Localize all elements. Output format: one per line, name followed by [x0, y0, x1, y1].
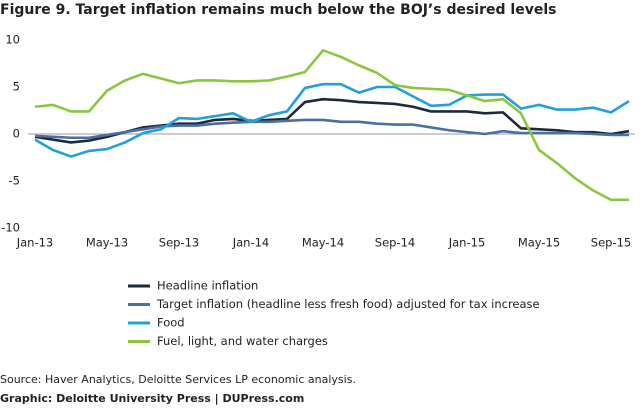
series-line — [34, 82, 630, 158]
chart-title: Figure 9. Target inflation remains much … — [0, 2, 556, 18]
x-tick-label: Jan-14 — [232, 236, 270, 250]
x-tick-label: Sep-15 — [591, 236, 631, 250]
x-tick-label: Jan-13 — [16, 236, 54, 250]
series-line — [34, 49, 629, 202]
x-tick-label: May-13 — [86, 236, 128, 250]
source: Source: Haver Analytics, Deloitte Servic… — [0, 373, 356, 386]
legend-label: Fuel, light, and water charges — [157, 334, 328, 348]
legend-label: Target inflation (headline less fresh fo… — [156, 297, 540, 311]
y-tick-label: -10 — [1, 221, 20, 235]
credit: Graphic: Deloitte University Press | DUP… — [0, 392, 304, 405]
x-tick-label: Sep-13 — [159, 236, 199, 250]
x-tick-label: May-14 — [302, 236, 344, 250]
legend-label: Food — [157, 316, 185, 330]
y-tick-label: 10 — [5, 33, 20, 47]
y-tick-label: 0 — [13, 127, 20, 141]
y-tick-label: -5 — [9, 174, 20, 188]
x-tick-label: Jan-15 — [448, 236, 486, 250]
x-tick-label: May-15 — [518, 236, 560, 250]
x-tick-label: Sep-14 — [375, 236, 415, 250]
y-tick-label: 5 — [13, 80, 20, 94]
legend-label: Headline inflation — [157, 279, 258, 293]
